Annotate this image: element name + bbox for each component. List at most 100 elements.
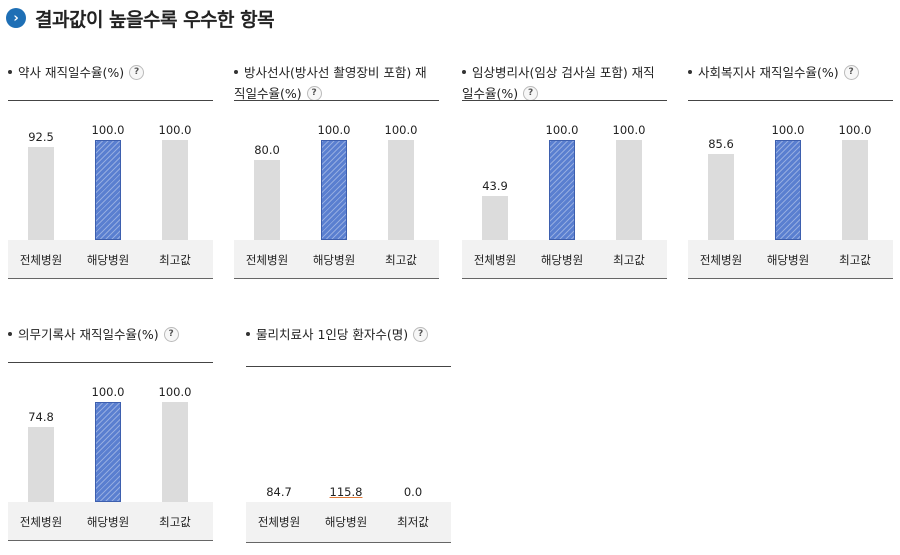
bar-highlight [321, 140, 347, 240]
title-divider [8, 362, 213, 363]
chart-title: 방사선사(방사선 촬영장비 포함) 재직일수율(%)? [234, 62, 434, 104]
x-axis [234, 240, 439, 279]
data-label: 92.5 [28, 130, 54, 144]
x-tick-label: 해당병원 [86, 515, 130, 529]
bar [616, 140, 642, 240]
x-axis [462, 240, 667, 279]
bar [708, 154, 734, 240]
x-tick-label: 전체병원 [257, 515, 301, 529]
chart-panel: 방사선사(방사선 촬영장비 포함) 재직일수율(%)? 80.0 전체병원 100.0… [234, 62, 439, 279]
bullet-icon [234, 69, 238, 74]
x-tick-label: 전체병원 [245, 253, 289, 267]
data-label: 80.0 [254, 143, 280, 157]
x-tick-label: 해당병원 [540, 253, 584, 267]
chart-title: 임상병리사(임상 검사실 포함) 재직일수율(%)? [462, 62, 662, 104]
bullet-icon [8, 69, 12, 74]
data-label: 100.0 [158, 123, 192, 137]
title-divider [246, 366, 451, 367]
data-label: 100.0 [317, 123, 351, 137]
x-tick-label: 해당병원 [766, 253, 810, 267]
x-tick-label: 전체병원 [473, 253, 517, 267]
chart-panel: 약사 재직일수율(%)? 92.5 전체병원 100.0 해당병원 100.0 최고값 [8, 62, 213, 279]
help-icon[interactable]: ? [163, 327, 179, 342]
data-label: 100.0 [91, 123, 125, 137]
bullet-icon [246, 331, 250, 336]
chart-title-text: 약사 재직일수율(%) [18, 65, 125, 80]
bar-highlight [549, 140, 575, 240]
chart-title-text: 임상병리사(임상 검사실 포함) 재직일수율(%) [462, 65, 655, 101]
chart-panel: 사회복지사 재직일수율(%)? 85.6 전체병원 100.0 해당병원 100.0 최고값 [688, 62, 893, 279]
help-icon[interactable]: ? [306, 86, 322, 101]
plot-area [462, 140, 667, 240]
help-icon[interactable]: ? [523, 86, 539, 101]
chart-title: 의무기록사 재직일수율(%)? [8, 324, 208, 345]
bar [842, 140, 868, 240]
chevron-right-icon: › [6, 8, 26, 28]
data-label: 0.0 [403, 485, 423, 499]
title-divider [234, 100, 439, 101]
data-label: 115.8 [329, 485, 363, 499]
bar-highlight [95, 402, 121, 502]
bar [28, 147, 54, 240]
chart-title: 사회복지사 재직일수율(%)? [688, 62, 888, 83]
bar [388, 140, 414, 240]
bar-highlight [95, 140, 121, 240]
data-label: 100.0 [91, 385, 125, 399]
bar [254, 160, 280, 240]
data-label: 85.6 [708, 137, 734, 151]
chart-title-text: 방사선사(방사선 촬영장비 포함) 재직일수율(%) [234, 65, 427, 101]
bar [162, 402, 188, 502]
x-tick-label: 최고값 [385, 253, 417, 267]
title-divider [688, 100, 893, 101]
plot-area [8, 140, 213, 240]
chart-title-text: 물리치료사 1인당 환자수(명) [256, 327, 409, 342]
bar [28, 427, 54, 502]
x-axis [246, 502, 451, 543]
data-label: 100.0 [838, 123, 872, 137]
x-tick-label: 전체병원 [19, 253, 63, 267]
x-axis [688, 240, 893, 279]
section-title: 결과값이 높을수록 우수한 항목 [35, 8, 275, 31]
x-tick-label: 해당병원 [312, 253, 356, 267]
chart-title: 물리치료사 1인당 환자수(명)? [246, 324, 446, 345]
help-icon[interactable]: ? [413, 327, 429, 342]
data-label: 100.0 [158, 385, 192, 399]
data-label: 100.0 [612, 123, 646, 137]
help-icon[interactable]: ? [129, 65, 145, 80]
data-label: 43.9 [482, 179, 508, 193]
x-tick-label: 해당병원 [86, 253, 130, 267]
data-label: 100.0 [384, 123, 418, 137]
x-tick-label: 최고값 [613, 253, 645, 267]
x-tick-label: 최고값 [159, 253, 191, 267]
chart-panel: 의무기록사 재직일수율(%)? 74.8 전체병원 100.0 해당병원 100.0 최고값 [8, 324, 213, 541]
data-label: 74.8 [28, 410, 54, 424]
chart-panel: 임상병리사(임상 검사실 포함) 재직일수율(%)? 43.9 전체병원 100.0 해… [462, 62, 667, 279]
x-axis [8, 502, 213, 541]
x-tick-label: 해당병원 [324, 515, 368, 529]
x-tick-label: 최고값 [159, 515, 191, 529]
data-label: 84.7 [266, 485, 292, 499]
bar-highlight [775, 140, 801, 240]
section-header: › 결과값이 높을수록 우수한 항목 [6, 5, 275, 31]
chart-title-text: 사회복지사 재직일수율(%) [698, 65, 839, 80]
bar [482, 196, 508, 240]
x-axis [8, 240, 213, 279]
data-label: 100.0 [771, 123, 805, 137]
x-tick-label: 전체병원 [699, 253, 743, 267]
bullet-icon [8, 331, 12, 336]
x-tick-label: 최저값 [397, 515, 429, 529]
plot-area [8, 402, 213, 502]
title-divider [462, 100, 667, 101]
help-icon[interactable]: ? [843, 65, 859, 80]
x-tick-label: 최고값 [839, 253, 871, 267]
bullet-icon [688, 69, 692, 74]
chart-title-text: 의무기록사 재직일수율(%) [18, 327, 159, 342]
plot-area [688, 140, 893, 240]
chart-title: 약사 재직일수율(%)? [8, 62, 208, 83]
plot-area [234, 140, 439, 240]
title-divider [8, 100, 213, 101]
chart-panel: 물리치료사 1인당 환자수(명)? 84.7 전체병원 115.8 해당병원 0.0 최저값 [246, 324, 451, 543]
data-label: 100.0 [545, 123, 579, 137]
bar [162, 140, 188, 240]
bullet-icon [462, 69, 466, 74]
